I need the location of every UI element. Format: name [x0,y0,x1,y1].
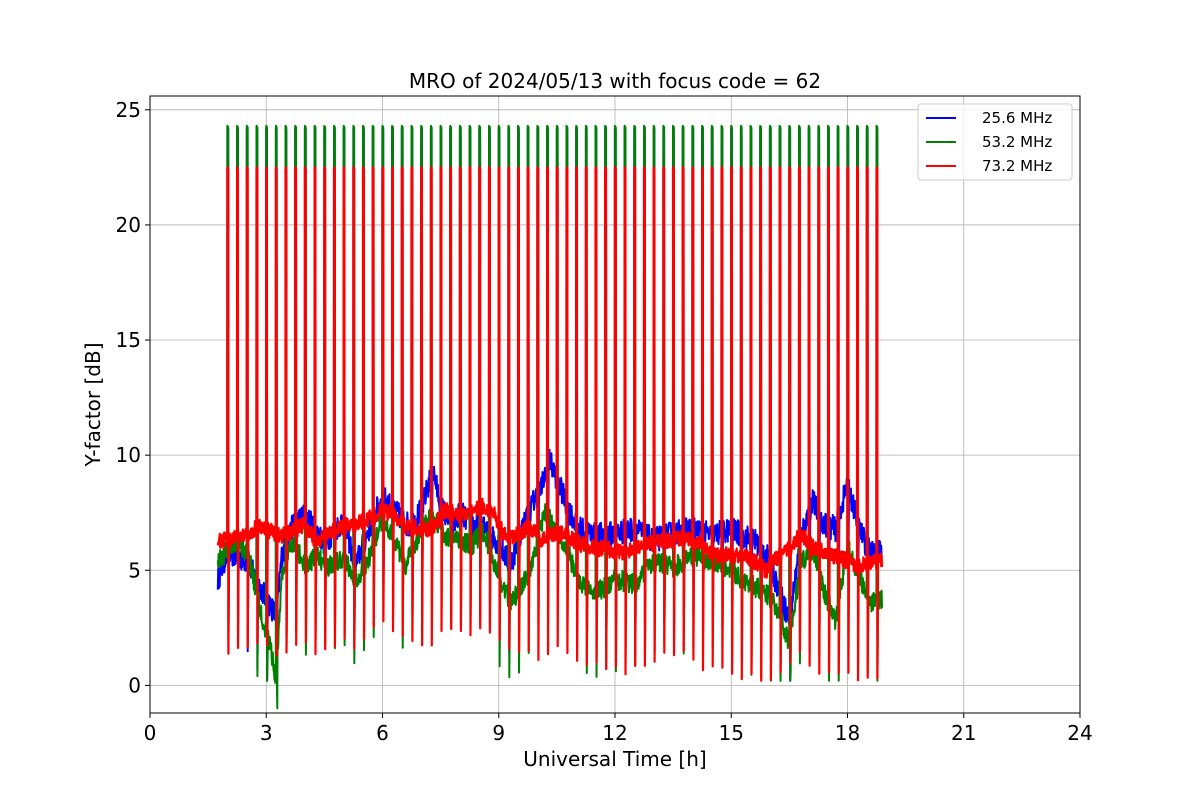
x-tick-label: 6 [376,721,389,745]
x-tick-label: 3 [260,721,273,745]
series-line-73-2-mhz [216,166,884,682]
x-tick-label: 24 [1067,721,1092,745]
x-tick-label: 15 [719,721,744,745]
legend-box [917,103,1073,181]
y-tick-label: 5 [128,558,141,582]
y-tick-label: 10 [116,443,141,467]
legend: 25.6 MHz 53.2 MHz 73.2 MHz [917,103,1073,181]
x-axis-label: Universal Time [h] [523,747,706,771]
legend-label-73-2: 73.2 MHz [982,157,1052,175]
legend-label-25-6: 25.6 MHz [982,109,1052,127]
x-tick-label: 12 [602,721,627,745]
y-tick-label: 20 [116,213,141,237]
plot-series [216,124,884,710]
chart-title: MRO of 2024/05/13 with focus code = 62 [409,69,821,93]
x-tick-label: 0 [144,721,157,745]
x-tick-label: 18 [835,721,860,745]
axis-ticks: 0 3 6 9 12 15 18 21 24 0 5 10 15 20 25 [116,98,1093,745]
y-tick-label: 15 [116,328,141,352]
y-tick-label: 0 [128,673,141,697]
y-tick-label: 25 [116,98,141,122]
x-tick-label: 9 [492,721,505,745]
legend-label-53-2: 53.2 MHz [982,133,1052,151]
x-tick-label: 21 [951,721,976,745]
y-axis-label: Y-factor [dB] [81,342,105,467]
